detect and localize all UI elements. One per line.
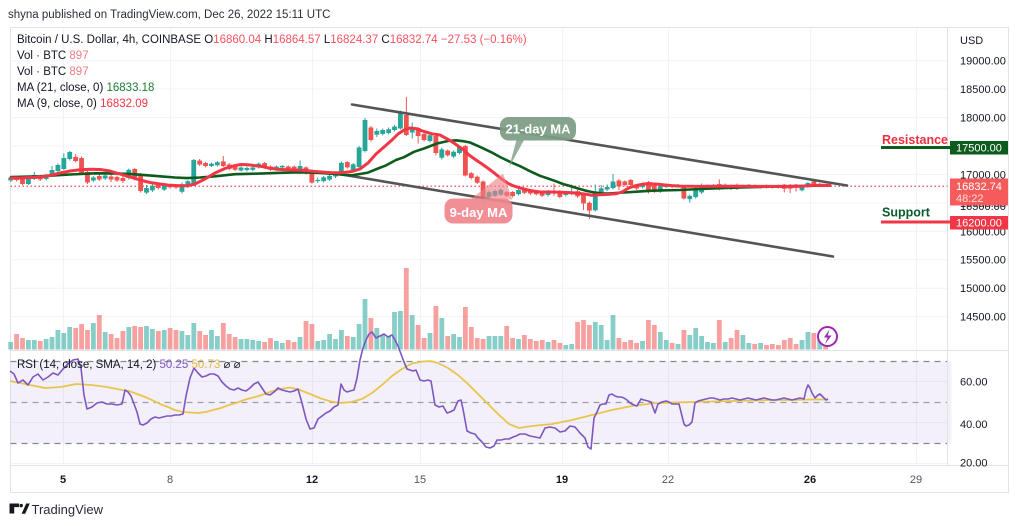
svg-text:15000.00: 15000.00: [960, 283, 1006, 295]
svg-text:MA (21, close, 0) 16833.18: MA (21, close, 0) 16833.18: [17, 82, 154, 94]
svg-text:16200.00: 16200.00: [956, 218, 1002, 230]
svg-text:40.00: 40.00: [960, 419, 988, 431]
svg-text:19: 19: [556, 474, 568, 486]
svg-text:16832.74: 16832.74: [956, 181, 1002, 193]
svg-text:48:22: 48:22: [956, 193, 984, 205]
svg-text:9-day MA: 9-day MA: [450, 205, 508, 220]
svg-text:8: 8: [167, 474, 173, 486]
svg-text:Resistance: Resistance: [882, 133, 948, 147]
svg-text:Bitcoin / U.S. Dollar, 4h, COI: Bitcoin / U.S. Dollar, 4h, COINBASE O168…: [17, 34, 527, 46]
svg-text:Vol · BTC 897: Vol · BTC 897: [17, 50, 89, 62]
svg-text:15: 15: [414, 474, 426, 486]
svg-text:12: 12: [306, 474, 318, 486]
svg-text:21-day MA: 21-day MA: [505, 122, 571, 137]
svg-text:17000.00: 17000.00: [960, 169, 1006, 181]
svg-text:TradingView: TradingView: [32, 502, 104, 517]
svg-text:15500.00: 15500.00: [960, 255, 1006, 267]
svg-text:17500.00: 17500.00: [956, 143, 1002, 155]
svg-text:MA (9, close, 0) 16832.09: MA (9, close, 0) 16832.09: [17, 98, 148, 110]
svg-text:22: 22: [662, 474, 674, 486]
svg-text:RSI (14, close, SMA, 14, 2) 50: RSI (14, close, SMA, 14, 2) 50.25 50.73 …: [17, 359, 241, 371]
svg-text:5: 5: [60, 474, 66, 486]
svg-text:shyna published on TradingView: shyna published on TradingView.com, Dec …: [8, 9, 330, 21]
svg-text:Support: Support: [882, 206, 931, 220]
svg-text:29: 29: [910, 474, 922, 486]
svg-text:20.00: 20.00: [960, 458, 988, 470]
svg-text:Vol · BTC 897: Vol · BTC 897: [17, 66, 89, 78]
svg-text:19000.00: 19000.00: [960, 56, 1006, 68]
svg-text:USD: USD: [960, 35, 983, 47]
svg-text:60.00: 60.00: [960, 377, 988, 389]
svg-text:26: 26: [804, 474, 816, 486]
svg-text:14500.00: 14500.00: [960, 312, 1006, 324]
svg-text:18500.00: 18500.00: [960, 84, 1006, 96]
svg-text:18000.00: 18000.00: [960, 113, 1006, 125]
